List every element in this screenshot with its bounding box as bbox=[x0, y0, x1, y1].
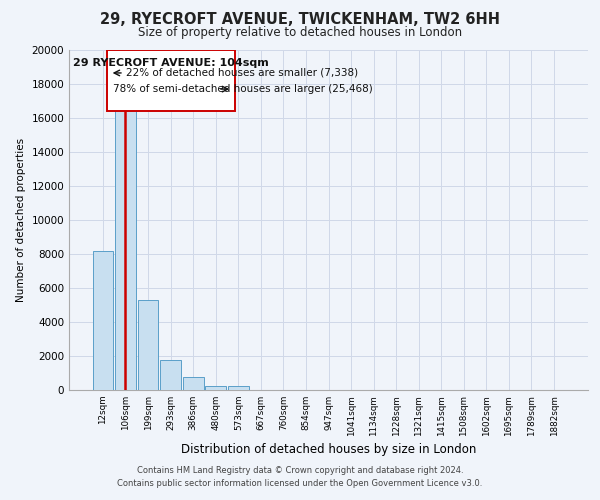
Text: 22% of detached houses are smaller (7,338): 22% of detached houses are smaller (7,33… bbox=[126, 68, 358, 78]
Y-axis label: Number of detached properties: Number of detached properties bbox=[16, 138, 26, 302]
Text: Contains HM Land Registry data © Crown copyright and database right 2024.
Contai: Contains HM Land Registry data © Crown c… bbox=[118, 466, 482, 487]
Text: 29, RYECROFT AVENUE, TWICKENHAM, TW2 6HH: 29, RYECROFT AVENUE, TWICKENHAM, TW2 6HH bbox=[100, 12, 500, 28]
Bar bbox=[183, 377, 203, 390]
Bar bbox=[205, 386, 226, 390]
Bar bbox=[160, 360, 181, 390]
Text: 78% of semi-detached houses are larger (25,468): 78% of semi-detached houses are larger (… bbox=[113, 84, 373, 94]
FancyBboxPatch shape bbox=[107, 50, 235, 111]
Text: Size of property relative to detached houses in London: Size of property relative to detached ho… bbox=[138, 26, 462, 39]
Text: 29 RYECROFT AVENUE: 104sqm: 29 RYECROFT AVENUE: 104sqm bbox=[73, 58, 269, 68]
Bar bbox=[228, 386, 248, 390]
Bar bbox=[115, 110, 136, 390]
Bar bbox=[137, 300, 158, 390]
X-axis label: Distribution of detached houses by size in London: Distribution of detached houses by size … bbox=[181, 443, 476, 456]
Bar bbox=[92, 250, 113, 390]
